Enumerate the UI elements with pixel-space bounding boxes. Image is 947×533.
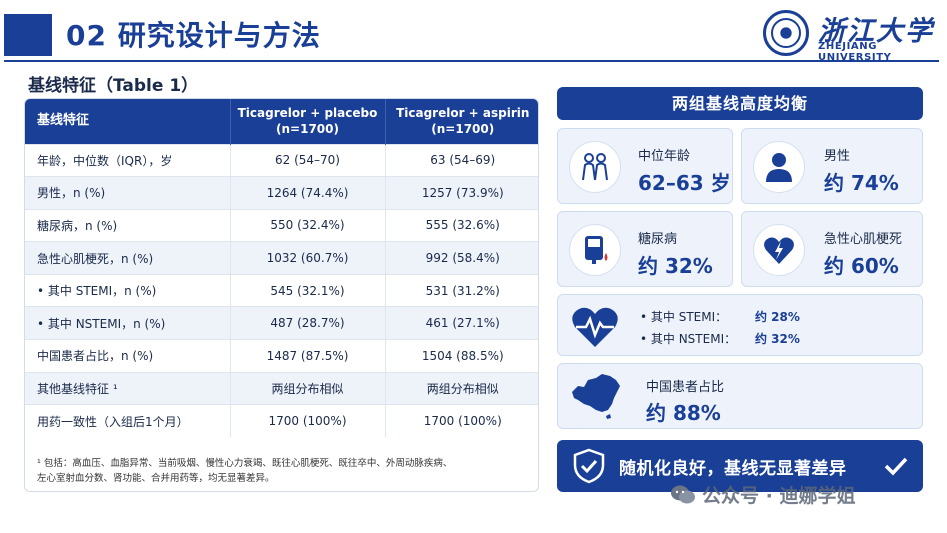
- table-cell: 1700 (100%): [384, 404, 538, 438]
- table-cell: 992 (58.4%): [384, 241, 538, 275]
- table-cell: • 其中 STEMI，n (%): [25, 273, 230, 307]
- table-header-row: 基线特征 Ticagrelor + placebo (n=1700) Ticagr…: [25, 99, 538, 144]
- stemi-value: 约 28%: [755, 310, 800, 324]
- table-cell: 其他基线特征 ¹: [25, 371, 230, 405]
- table-header-cell: Ticagrelor + placebo (n=1700): [229, 99, 385, 144]
- card-male: 男性 约 74%: [741, 128, 923, 204]
- stemi-label: • 其中 STEMI：: [640, 310, 728, 324]
- table-cell: 两组分布相似: [384, 371, 538, 405]
- age-label: 中位年龄: [638, 149, 691, 164]
- watermark-text: 公众号 · 迪娜学姐: [702, 485, 856, 507]
- male-label: 男性: [824, 149, 851, 164]
- table-header-cell: Ticagrelor + aspirin (n=1700): [384, 99, 538, 144]
- table-cell: 487 (28.7%): [229, 306, 385, 340]
- university-logo-text: 浙江大学: [818, 16, 934, 47]
- table-cell: 545 (32.1%): [229, 273, 385, 307]
- summary-banner: 两组基线高度均衡: [557, 87, 923, 120]
- card-diabetes: 糖尿病 约 32%: [557, 211, 733, 287]
- wechat-icon: [670, 484, 696, 506]
- baseline-table-panel: 基线特征 Ticagrelor + placebo (n=1700) Ticagr…: [24, 98, 539, 492]
- table-row: • 其中 STEMI，n (%) 545 (32.1%) 531 (31.2%): [25, 273, 538, 307]
- ami-label: 急性心肌梗死: [824, 232, 903, 247]
- china-label: 中国患者占比: [646, 380, 725, 395]
- table-cell: 461 (27.1%): [384, 306, 538, 340]
- nstemi-value: 约 32%: [755, 332, 800, 346]
- table-cell: 62 (54–70): [229, 143, 385, 177]
- table-header-cell: 基线特征: [37, 113, 90, 129]
- university-seal-icon: [763, 10, 809, 56]
- people-icon: [569, 141, 621, 193]
- table-row: • 其中 NSTEMI，n (%) 487 (28.7%) 461 (27.1%): [25, 306, 538, 340]
- table-row: 用药一致性（入组后1个月） 1700 (100%) 1700 (100%): [25, 404, 538, 438]
- table-cell: 用药一致性（入组后1个月）: [25, 404, 230, 438]
- table-row: 年龄，中位数（IQR），岁 62 (54–70) 63 (54–69): [25, 143, 538, 177]
- male-value: 约 74%: [824, 171, 899, 195]
- shield-check-icon: [571, 448, 607, 484]
- table-cell: 年龄，中位数（IQR），岁: [25, 143, 230, 177]
- page-title: 02 研究设计与方法: [66, 19, 321, 52]
- conclusion-banner: 随机化良好，基线无显著差异: [557, 440, 923, 492]
- diabetes-value: 约 32%: [638, 254, 713, 278]
- table-footnote: ¹ 包括：高血压、血脂异常、当前吸烟、慢性心力衰竭、既往心肌梗死、既往卒中、外周…: [37, 458, 453, 484]
- table-cell: 急性心肌梗死，n (%): [25, 241, 230, 275]
- stemi-line: • 其中 STEMI： 约 28%: [640, 308, 840, 325]
- table-row: 糖尿病，n (%) 550 (32.4%) 555 (32.6%): [25, 208, 538, 242]
- table-row: 男性，n (%) 1264 (74.4%) 1257 (73.9%): [25, 176, 538, 210]
- slide-header: 02 研究设计与方法 浙江大学 ZHEJIANG UNIVERSITY: [0, 0, 947, 63]
- table-cell: 555 (32.6%): [384, 208, 538, 242]
- table-cell: 中国患者占比，n (%): [25, 339, 230, 373]
- table-cell: 糖尿病，n (%): [25, 208, 230, 242]
- table-row: 其他基线特征 ¹ 两组分布相似 两组分布相似: [25, 371, 538, 405]
- table-cell: 63 (54–69): [384, 143, 538, 177]
- section-title: 基线特征（Table 1）: [28, 76, 199, 96]
- heart-lightning-icon: [753, 224, 805, 276]
- table-cell: 550 (32.4%): [229, 208, 385, 242]
- glucose-meter-icon: [569, 224, 621, 276]
- age-value: 62–63 岁: [638, 171, 731, 195]
- university-logo-en: ZHEJIANG UNIVERSITY: [818, 41, 892, 63]
- table-cell: 1264 (74.4%): [229, 176, 385, 210]
- table-cell: 1700 (100%): [229, 404, 385, 438]
- card-china: 中国患者占比 约 88%: [557, 363, 923, 429]
- table-cell: 1032 (60.7%): [229, 241, 385, 275]
- table-row: 急性心肌梗死，n (%) 1032 (60.7%) 992 (58.4%): [25, 241, 538, 275]
- table-row: 中国患者占比，n (%) 1487 (87.5%) 1504 (88.5%): [25, 339, 538, 373]
- nstemi-line: • 其中 NSTEMI： 约 32%: [640, 330, 840, 347]
- card-ami: 急性心肌梗死 约 60%: [741, 211, 923, 287]
- conclusion-text: 随机化良好，基线无显著差异: [619, 459, 847, 479]
- person-icon: [753, 141, 805, 193]
- card-age: 中位年龄 62–63 岁: [557, 128, 733, 204]
- china-value: 约 88%: [646, 401, 721, 425]
- baseline-table: 基线特征 Ticagrelor + placebo (n=1700) Ticagr…: [25, 99, 538, 438]
- header-accent-block: [4, 14, 52, 56]
- header-divider: [4, 60, 939, 62]
- card-stemi: • 其中 STEMI： 约 28% • 其中 NSTEMI： 约 32%: [557, 294, 923, 356]
- table-cell: 1504 (88.5%): [384, 339, 538, 373]
- checkmark-icon: [883, 454, 909, 478]
- table-cell: 1487 (87.5%): [229, 339, 385, 373]
- nstemi-label: • 其中 NSTEMI：: [640, 332, 737, 346]
- table-cell: • 其中 NSTEMI，n (%): [25, 306, 230, 340]
- diabetes-label: 糖尿病: [638, 232, 678, 247]
- table-cell: 两组分布相似: [229, 371, 385, 405]
- china-map-icon: [568, 372, 624, 422]
- table-cell: 1257 (73.9%): [384, 176, 538, 210]
- table-cell: 531 (31.2%): [384, 273, 538, 307]
- heart-pulse-icon: [570, 303, 620, 349]
- table-cell: 男性，n (%): [25, 176, 230, 210]
- ami-value: 约 60%: [824, 254, 899, 278]
